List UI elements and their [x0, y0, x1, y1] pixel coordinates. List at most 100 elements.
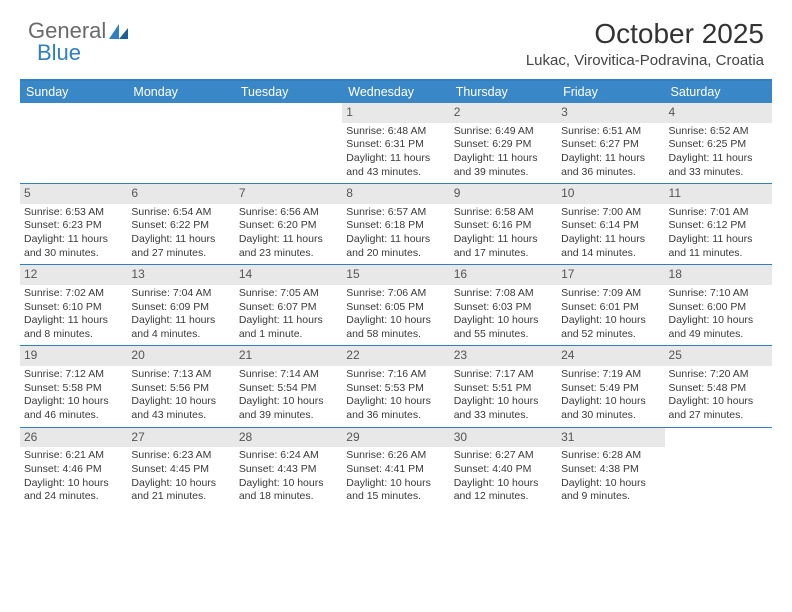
day-number: 25 — [665, 346, 772, 366]
sunrise-line: Sunrise: 7:08 AM — [454, 287, 553, 301]
sunrise-line: Sunrise: 7:13 AM — [131, 368, 230, 382]
weekday-header: Friday — [557, 81, 664, 103]
daylight-line: Daylight: 10 hours and 39 minutes. — [239, 395, 338, 422]
week-row: 5Sunrise: 6:53 AMSunset: 6:23 PMDaylight… — [20, 183, 772, 264]
day-cell: 18Sunrise: 7:10 AMSunset: 6:00 PMDayligh… — [665, 265, 772, 345]
day-cell: 11Sunrise: 7:01 AMSunset: 6:12 PMDayligh… — [665, 184, 772, 264]
header: General October 2025 Lukac, Virovitica-P… — [0, 0, 792, 73]
daylight-line: Daylight: 10 hours and 55 minutes. — [454, 314, 553, 341]
weekday-header: Wednesday — [342, 81, 449, 103]
week-row: 1Sunrise: 6:48 AMSunset: 6:31 PMDaylight… — [20, 103, 772, 183]
daylight-line: Daylight: 11 hours and 1 minute. — [239, 314, 338, 341]
day-cell: 30Sunrise: 6:27 AMSunset: 4:40 PMDayligh… — [450, 428, 557, 508]
sunset-line: Sunset: 6:22 PM — [131, 219, 230, 233]
sunrise-line: Sunrise: 7:14 AM — [239, 368, 338, 382]
sunset-line: Sunset: 6:05 PM — [346, 301, 445, 315]
weekday-header: Tuesday — [235, 81, 342, 103]
daylight-line: Daylight: 10 hours and 12 minutes. — [454, 477, 553, 504]
day-number: 3 — [557, 103, 664, 123]
day-cell: 28Sunrise: 6:24 AMSunset: 4:43 PMDayligh… — [235, 428, 342, 508]
weeks-container: 1Sunrise: 6:48 AMSunset: 6:31 PMDaylight… — [20, 103, 772, 508]
sunset-line: Sunset: 6:29 PM — [454, 138, 553, 152]
sunset-line: Sunset: 5:53 PM — [346, 382, 445, 396]
sunrise-line: Sunrise: 6:21 AM — [24, 449, 123, 463]
sunrise-line: Sunrise: 7:16 AM — [346, 368, 445, 382]
daylight-line: Daylight: 11 hours and 30 minutes. — [24, 233, 123, 260]
location: Lukac, Virovitica-Podravina, Croatia — [526, 52, 764, 69]
week-row: 19Sunrise: 7:12 AMSunset: 5:58 PMDayligh… — [20, 345, 772, 426]
daylight-line: Daylight: 10 hours and 58 minutes. — [346, 314, 445, 341]
day-number: 9 — [450, 184, 557, 204]
daylight-line: Daylight: 10 hours and 49 minutes. — [669, 314, 768, 341]
daylight-line: Daylight: 11 hours and 36 minutes. — [561, 152, 660, 179]
title-block: October 2025 Lukac, Virovitica-Podravina… — [526, 18, 764, 69]
day-cell: 4Sunrise: 6:52 AMSunset: 6:25 PMDaylight… — [665, 103, 772, 183]
day-cell: 20Sunrise: 7:13 AMSunset: 5:56 PMDayligh… — [127, 346, 234, 426]
daylight-line: Daylight: 10 hours and 36 minutes. — [346, 395, 445, 422]
sunset-line: Sunset: 6:25 PM — [669, 138, 768, 152]
daylight-line: Daylight: 11 hours and 39 minutes. — [454, 152, 553, 179]
sunset-line: Sunset: 5:58 PM — [24, 382, 123, 396]
sunset-line: Sunset: 6:23 PM — [24, 219, 123, 233]
sunset-line: Sunset: 4:38 PM — [561, 463, 660, 477]
day-cell: 15 Sunrise: 7:06 AMSunset: 6:05 PMDayligh… — [342, 265, 449, 345]
day-number: 28 — [235, 428, 342, 448]
day-number: 27 — [127, 428, 234, 448]
day-cell: 3Sunrise: 6:51 AMSunset: 6:27 PMDaylight… — [557, 103, 664, 183]
sunset-line: Sunset: 4:46 PM — [24, 463, 123, 477]
sunrise-line: Sunrise: 6:49 AM — [454, 125, 553, 139]
day-cell: 10Sunrise: 7:00 AMSunset: 6:14 PMDayligh… — [557, 184, 664, 264]
sunset-line: Sunset: 4:41 PM — [346, 463, 445, 477]
month-title: October 2025 — [526, 18, 764, 50]
day-cell: 8Sunrise: 6:57 AMSunset: 6:18 PMDaylight… — [342, 184, 449, 264]
day-cell — [235, 103, 342, 183]
day-number: 14 — [235, 265, 342, 285]
day-number: 8 — [342, 184, 449, 204]
sunset-line: Sunset: 6:16 PM — [454, 219, 553, 233]
day-cell: 26Sunrise: 6:21 AMSunset: 4:46 PMDayligh… — [20, 428, 127, 508]
sunset-line: Sunset: 5:56 PM — [131, 382, 230, 396]
daylight-line: Daylight: 11 hours and 23 minutes. — [239, 233, 338, 260]
day-cell: 5Sunrise: 6:53 AMSunset: 6:23 PMDaylight… — [20, 184, 127, 264]
week-row: 12Sunrise: 7:02 AMSunset: 6:10 PMDayligh… — [20, 264, 772, 345]
day-number: 1 — [342, 103, 449, 123]
sunrise-line: Sunrise: 6:54 AM — [131, 206, 230, 220]
daylight-line: Daylight: 10 hours and 15 minutes. — [346, 477, 445, 504]
sunrise-line: Sunrise: 7:06 AM — [346, 287, 445, 301]
daylight-line: Daylight: 11 hours and 4 minutes. — [131, 314, 230, 341]
sunrise-line: Sunrise: 6:58 AM — [454, 206, 553, 220]
day-number: 17 — [557, 265, 664, 285]
day-cell: 21Sunrise: 7:14 AMSunset: 5:54 PMDayligh… — [235, 346, 342, 426]
logo-text-2: Blue — [37, 40, 81, 66]
sunset-line: Sunset: 6:12 PM — [669, 219, 768, 233]
day-number: 22 — [342, 346, 449, 366]
day-number: 15 — [342, 265, 449, 285]
day-cell: 31Sunrise: 6:28 AMSunset: 4:38 PMDayligh… — [557, 428, 664, 508]
sunset-line: Sunset: 6:03 PM — [454, 301, 553, 315]
day-cell: 12Sunrise: 7:02 AMSunset: 6:10 PMDayligh… — [20, 265, 127, 345]
sunset-line: Sunset: 5:51 PM — [454, 382, 553, 396]
day-number: 30 — [450, 428, 557, 448]
sunset-line: Sunset: 6:18 PM — [346, 219, 445, 233]
day-cell: 19Sunrise: 7:12 AMSunset: 5:58 PMDayligh… — [20, 346, 127, 426]
day-number: 24 — [557, 346, 664, 366]
sunset-line: Sunset: 4:40 PM — [454, 463, 553, 477]
day-cell: 7Sunrise: 6:56 AMSunset: 6:20 PMDaylight… — [235, 184, 342, 264]
sunrise-line: Sunrise: 7:17 AM — [454, 368, 553, 382]
sunrise-line: Sunrise: 6:27 AM — [454, 449, 553, 463]
sunrise-line: Sunrise: 6:52 AM — [669, 125, 768, 139]
day-cell — [20, 103, 127, 183]
day-cell: 1Sunrise: 6:48 AMSunset: 6:31 PMDaylight… — [342, 103, 449, 183]
sunrise-line: Sunrise: 6:51 AM — [561, 125, 660, 139]
day-cell: 16Sunrise: 7:08 AMSunset: 6:03 PMDayligh… — [450, 265, 557, 345]
sunrise-line: Sunrise: 6:56 AM — [239, 206, 338, 220]
sunrise-line: Sunrise: 6:48 AM — [346, 125, 445, 139]
sunset-line: Sunset: 6:01 PM — [561, 301, 660, 315]
sunrise-line: Sunrise: 7:20 AM — [669, 368, 768, 382]
sunset-line: Sunset: 5:54 PM — [239, 382, 338, 396]
weekday-header: Saturday — [665, 81, 772, 103]
day-cell: 9Sunrise: 6:58 AMSunset: 6:16 PMDaylight… — [450, 184, 557, 264]
weekday-row: SundayMondayTuesdayWednesdayThursdayFrid… — [20, 81, 772, 103]
day-number: 10 — [557, 184, 664, 204]
day-number: 7 — [235, 184, 342, 204]
